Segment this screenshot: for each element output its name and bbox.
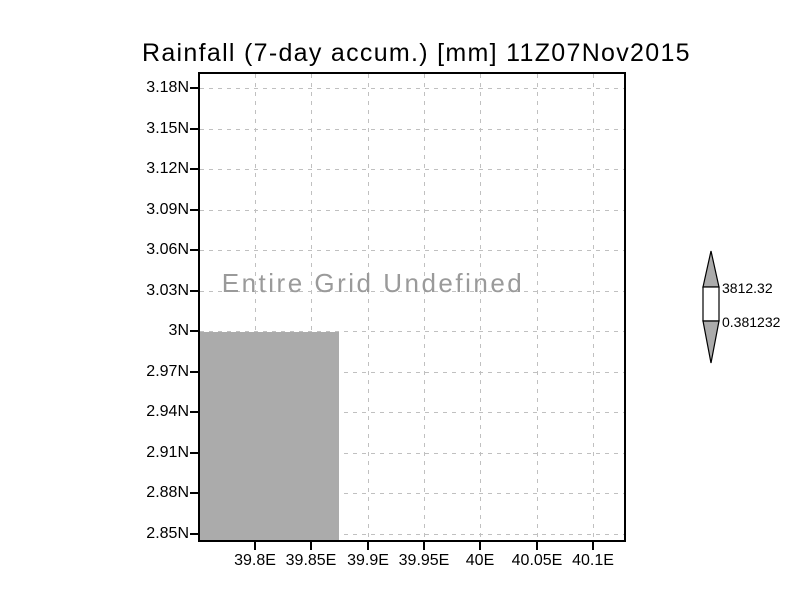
y-tick-label: 3.12N <box>146 160 189 177</box>
v-gridline <box>424 74 425 540</box>
plot-area: Entire Grid Undefined <box>198 72 626 542</box>
y-tick-label: 3.09N <box>146 201 189 218</box>
y-tick <box>190 371 198 373</box>
colorbar-max-label: 3812.32 <box>722 280 773 296</box>
x-tick-label: 40.1E <box>572 552 614 569</box>
y-tick <box>190 330 198 332</box>
y-tick-label: 3.18N <box>146 79 189 96</box>
y-tick-label: 3.15N <box>146 120 189 137</box>
x-tick <box>592 542 594 550</box>
x-tick <box>536 542 538 550</box>
y-tick <box>190 209 198 211</box>
colorbar-min-label: 0.381232 <box>722 314 781 330</box>
y-tick <box>190 452 198 454</box>
v-gridline <box>593 74 594 540</box>
h-gridline <box>200 534 624 535</box>
v-gridline <box>368 74 369 540</box>
x-tick-label: 40.05E <box>511 552 563 569</box>
y-tick <box>190 87 198 89</box>
y-tick-label: 3N <box>168 322 189 339</box>
h-gridline <box>200 210 624 211</box>
y-tick <box>190 492 198 494</box>
y-tick-label: 2.85N <box>146 525 189 542</box>
h-gridline <box>200 331 624 332</box>
y-tick-label: 2.94N <box>146 403 189 420</box>
colorbar <box>702 250 720 364</box>
h-gridline <box>200 291 624 292</box>
h-gridline <box>200 169 624 170</box>
shaded-region <box>200 332 339 540</box>
h-gridline <box>200 88 624 89</box>
h-gridline <box>200 453 624 454</box>
x-tick <box>367 542 369 550</box>
h-gridline <box>200 412 624 413</box>
x-tick-label: 39.8E <box>234 552 276 569</box>
y-tick <box>190 249 198 251</box>
v-gridline <box>311 74 312 540</box>
x-tick-label: 39.95E <box>398 552 450 569</box>
colorbar-box <box>702 286 720 322</box>
y-tick-label: 2.91N <box>146 444 189 461</box>
h-gridline <box>200 250 624 251</box>
y-tick <box>190 411 198 413</box>
undefined-message: Entire Grid Undefined <box>221 268 525 298</box>
y-tick-label: 2.88N <box>146 484 189 501</box>
y-tick <box>190 290 198 292</box>
chart-title: Rainfall (7-day accum.) [mm] 11Z07Nov201… <box>142 39 691 67</box>
h-gridline <box>200 129 624 130</box>
x-tick <box>254 542 256 550</box>
colorbar-bottom-arrow <box>702 320 720 364</box>
v-gridline <box>255 74 256 540</box>
x-tick-label: 39.9E <box>347 552 389 569</box>
y-tick <box>190 533 198 535</box>
colorbar-top-arrow <box>702 250 720 288</box>
v-gridline <box>480 74 481 540</box>
y-tick-label: 3.03N <box>146 282 189 299</box>
x-tick <box>310 542 312 550</box>
y-tick <box>190 168 198 170</box>
h-gridline <box>200 372 624 373</box>
h-gridline <box>200 493 624 494</box>
y-tick <box>190 128 198 130</box>
v-gridline <box>537 74 538 540</box>
y-tick-label: 2.97N <box>146 363 189 380</box>
x-tick <box>423 542 425 550</box>
x-tick <box>479 542 481 550</box>
x-tick-label: 40E <box>465 552 495 569</box>
y-tick-label: 3.06N <box>146 241 189 258</box>
x-tick-label: 39.85E <box>285 552 337 569</box>
